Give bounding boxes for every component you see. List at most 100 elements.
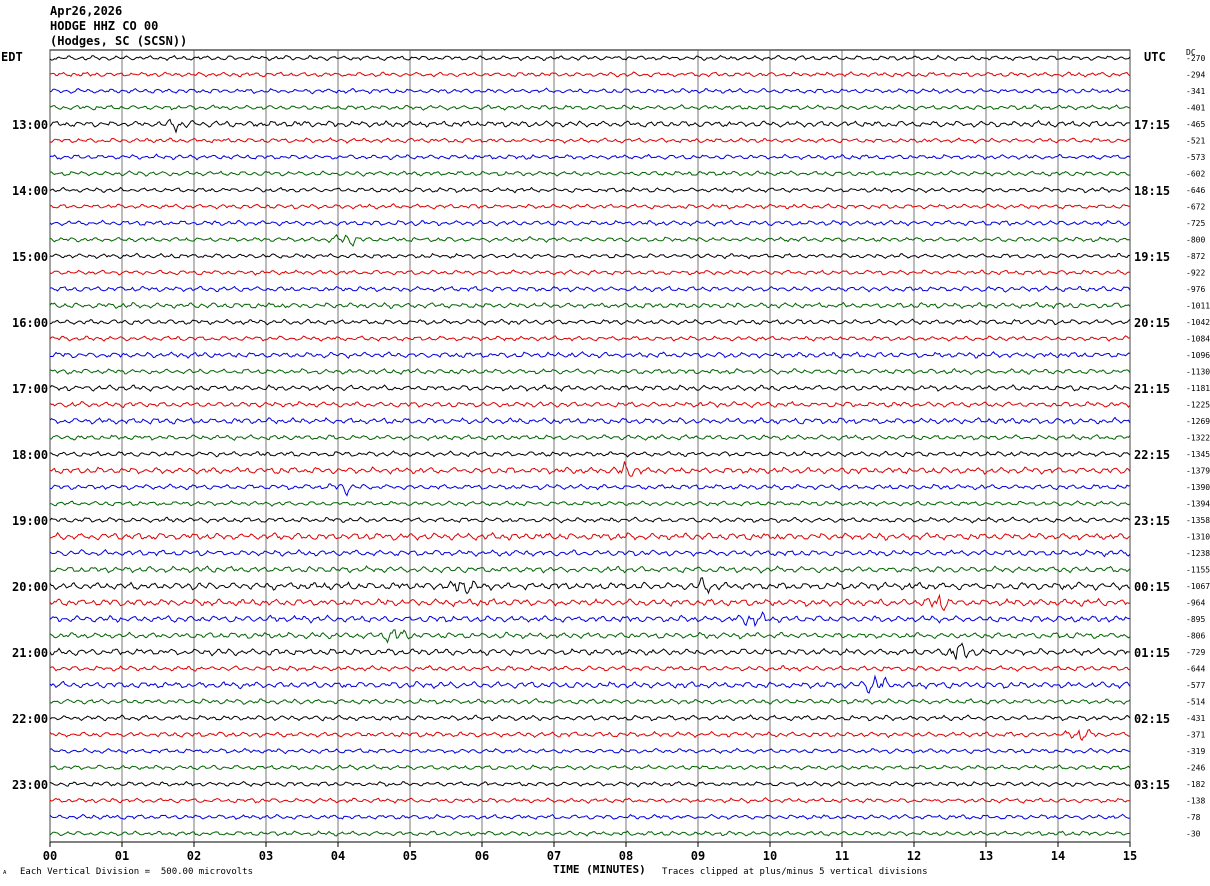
dc-offset-label: -976	[1186, 285, 1205, 294]
x-tick-label: 00	[43, 849, 57, 863]
seismic-trace	[49, 611, 1131, 628]
utc-hour-label: 02:15	[1134, 712, 1170, 726]
dc-offset-label: -341	[1186, 87, 1205, 96]
seismic-trace	[49, 714, 1131, 722]
dc-offset-label: -1225	[1186, 401, 1210, 410]
dc-offset-label: -922	[1186, 269, 1205, 278]
seismic-trace	[49, 516, 1131, 524]
plot-frame	[49, 49, 1131, 843]
dc-offset-label: -1394	[1186, 500, 1210, 509]
seismic-trace	[49, 434, 1131, 442]
dc-offset-label: -800	[1186, 236, 1205, 245]
dc-offset-label: -1155	[1186, 566, 1210, 575]
dc-offset-label: -577	[1186, 681, 1205, 690]
x-tick-label: 06	[475, 849, 489, 863]
seismic-trace	[49, 118, 1131, 134]
dc-offset-label: -138	[1186, 797, 1205, 806]
axis-labels: 00 01 02 03 04 05 06 07 08 09 10 11 12 13 14 15 -270 -294…	[12, 54, 1210, 863]
dc-offset-label: -294	[1186, 71, 1205, 80]
seismic-trace	[49, 186, 1131, 194]
dc-offset-label: -514	[1186, 698, 1205, 707]
dc-offset-label: -1390	[1186, 483, 1210, 492]
seismic-trace	[49, 549, 1131, 558]
dc-offset-label: -806	[1186, 632, 1205, 641]
dc-offset-label: -725	[1186, 219, 1205, 228]
x-tick-label: 07	[547, 849, 561, 863]
x-tick-label: 14	[1051, 849, 1065, 863]
seismic-trace	[49, 87, 1131, 95]
edt-hour-label: 22:00	[12, 712, 48, 726]
utc-hour-label: 23:15	[1134, 514, 1170, 528]
traces	[49, 54, 1131, 837]
dc-offset-label: -246	[1186, 764, 1205, 773]
scale-note: Each Vertical Division = 500.00 microvol…	[20, 867, 253, 877]
dc-offset-label: -646	[1186, 186, 1205, 195]
x-tick-label: 11	[835, 849, 849, 863]
x-tick-label: 15	[1123, 849, 1137, 863]
utc-hour-label: 00:15	[1134, 580, 1170, 594]
seismic-trace	[49, 764, 1131, 771]
dc-offset-label: -602	[1186, 170, 1205, 179]
x-tick-label: 05	[403, 849, 417, 863]
seismic-trace	[49, 813, 1131, 821]
header-station: HODGE HHZ CO 00	[50, 19, 159, 33]
dc-offset-label: -319	[1186, 747, 1205, 756]
dc-offset-label: -521	[1186, 137, 1205, 146]
edt-hour-label: 17:00	[12, 382, 48, 396]
seismic-trace	[49, 368, 1131, 376]
seismic-trace	[49, 830, 1131, 837]
seismic-trace	[49, 318, 1131, 326]
seismic-trace	[49, 54, 1131, 62]
dc-offset-label: -1238	[1186, 549, 1210, 558]
dc-offset-label: -1130	[1186, 368, 1210, 377]
utc-hour-label: 20:15	[1134, 316, 1170, 330]
seismic-trace	[49, 384, 1131, 392]
dc-offset-label: -573	[1186, 153, 1205, 162]
x-tick-label: 01	[115, 849, 129, 863]
seismic-trace	[49, 450, 1131, 458]
x-tick-label: 08	[619, 849, 633, 863]
seismic-trace	[49, 664, 1131, 672]
edt-hour-label: 19:00	[12, 514, 48, 528]
seismic-trace	[49, 416, 1131, 425]
utc-hour-label: 21:15	[1134, 382, 1170, 396]
dc-offset-label: -1084	[1186, 335, 1210, 344]
dc-offset-label: -465	[1186, 120, 1205, 129]
header-location: (Hodges, SC (SCSN))	[50, 34, 188, 48]
edt-hour-label: 15:00	[12, 250, 48, 264]
x-tick-label: 09	[691, 849, 705, 863]
utc-hour-label: 17:15	[1134, 118, 1170, 132]
right-axis-label: UTC	[1144, 50, 1166, 64]
edt-hour-label: 14:00	[12, 184, 48, 198]
seismic-trace	[49, 301, 1131, 310]
x-tick-label: 13	[979, 849, 993, 863]
dc-offset-label: -1269	[1186, 417, 1210, 426]
x-tick-label: 02	[187, 849, 201, 863]
x-tick-label: 12	[907, 849, 921, 863]
seismic-trace	[49, 747, 1131, 755]
clip-note: Traces clipped at plus/minus 5 vertical …	[662, 867, 928, 877]
dc-offset-label: -1067	[1186, 582, 1210, 591]
x-tick-label: 03	[259, 849, 273, 863]
x-tick-label: 04	[331, 849, 345, 863]
seismic-trace	[49, 500, 1131, 507]
seismic-trace	[49, 461, 1131, 477]
utc-hour-label: 19:15	[1134, 250, 1170, 264]
dc-offset-label: -1181	[1186, 384, 1210, 393]
dc-offset-label: -270	[1186, 54, 1205, 63]
seismic-trace	[49, 483, 1131, 497]
seismic-trace	[49, 153, 1131, 161]
edt-hour-label: 23:00	[12, 778, 48, 792]
dc-offset-label: -1042	[1186, 318, 1210, 327]
dc-offset-label: -401	[1186, 104, 1205, 113]
left-axis-label: EDT	[1, 50, 23, 64]
dc-offset-label: -371	[1186, 731, 1205, 740]
edt-hour-label: 18:00	[12, 448, 48, 462]
seismic-trace	[49, 234, 1131, 248]
seismic-trace	[49, 531, 1131, 542]
seismic-trace	[49, 203, 1131, 210]
utc-hour-label: 22:15	[1134, 448, 1170, 462]
seismic-trace	[49, 593, 1131, 612]
utc-hour-label: 03:15	[1134, 778, 1170, 792]
dc-offset-label: -1358	[1186, 516, 1210, 525]
